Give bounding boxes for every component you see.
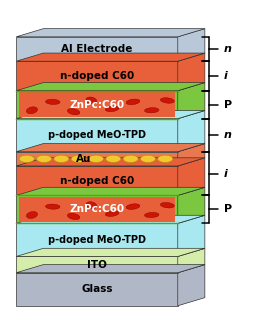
Polygon shape: [16, 195, 178, 223]
Polygon shape: [16, 256, 178, 273]
Ellipse shape: [126, 99, 140, 105]
Polygon shape: [16, 37, 178, 61]
Polygon shape: [16, 144, 205, 152]
Polygon shape: [16, 187, 205, 195]
Polygon shape: [178, 248, 205, 273]
Polygon shape: [16, 83, 205, 91]
Polygon shape: [178, 265, 205, 306]
Polygon shape: [16, 91, 178, 119]
Ellipse shape: [26, 212, 37, 218]
Polygon shape: [16, 119, 178, 152]
Polygon shape: [178, 158, 205, 195]
Circle shape: [158, 155, 173, 163]
Polygon shape: [16, 215, 205, 223]
Text: Au: Au: [76, 154, 92, 164]
Text: n: n: [223, 130, 231, 140]
Circle shape: [123, 155, 138, 163]
Text: p-doped MeO-TPD: p-doped MeO-TPD: [48, 235, 146, 245]
Polygon shape: [16, 265, 205, 273]
Ellipse shape: [67, 213, 80, 220]
Polygon shape: [16, 166, 178, 195]
Polygon shape: [178, 187, 205, 223]
Circle shape: [19, 155, 34, 163]
Polygon shape: [16, 61, 178, 91]
Polygon shape: [178, 83, 205, 119]
Text: P: P: [223, 100, 232, 110]
Circle shape: [71, 155, 86, 163]
Ellipse shape: [105, 106, 119, 112]
Ellipse shape: [46, 204, 60, 209]
Text: ITO: ITO: [87, 260, 107, 269]
Text: P: P: [223, 205, 232, 214]
Text: i: i: [223, 71, 227, 81]
Text: n-doped C60: n-doped C60: [60, 176, 134, 186]
Polygon shape: [16, 273, 178, 306]
Text: p-doped MeO-TPD: p-doped MeO-TPD: [48, 130, 146, 140]
Circle shape: [140, 155, 155, 163]
Text: Al Electrode: Al Electrode: [61, 44, 133, 54]
Ellipse shape: [86, 97, 97, 104]
Ellipse shape: [46, 99, 60, 104]
Circle shape: [106, 155, 121, 163]
Ellipse shape: [105, 211, 119, 216]
Polygon shape: [178, 111, 205, 152]
Circle shape: [54, 155, 69, 163]
Ellipse shape: [160, 98, 174, 103]
Polygon shape: [16, 152, 178, 166]
Text: ZnPc:C60: ZnPc:C60: [69, 100, 125, 110]
Polygon shape: [16, 248, 205, 256]
Text: i: i: [223, 169, 227, 179]
Polygon shape: [178, 215, 205, 256]
Polygon shape: [16, 53, 205, 61]
Polygon shape: [16, 158, 205, 166]
Polygon shape: [16, 111, 205, 119]
Ellipse shape: [160, 202, 174, 208]
Polygon shape: [16, 29, 205, 37]
Polygon shape: [16, 223, 178, 256]
Polygon shape: [178, 53, 205, 91]
Polygon shape: [19, 92, 175, 117]
Ellipse shape: [144, 212, 159, 218]
Circle shape: [37, 155, 52, 163]
Polygon shape: [19, 197, 175, 222]
Polygon shape: [178, 144, 205, 166]
Text: Glass: Glass: [81, 284, 113, 294]
Ellipse shape: [126, 204, 140, 210]
Text: n-doped C60: n-doped C60: [60, 71, 134, 81]
Ellipse shape: [26, 107, 37, 114]
Ellipse shape: [86, 202, 97, 209]
Circle shape: [88, 155, 104, 163]
Ellipse shape: [67, 108, 80, 115]
Polygon shape: [178, 29, 205, 61]
Text: n: n: [223, 44, 231, 54]
Text: ZnPc:C60: ZnPc:C60: [69, 205, 125, 214]
Ellipse shape: [144, 108, 159, 113]
